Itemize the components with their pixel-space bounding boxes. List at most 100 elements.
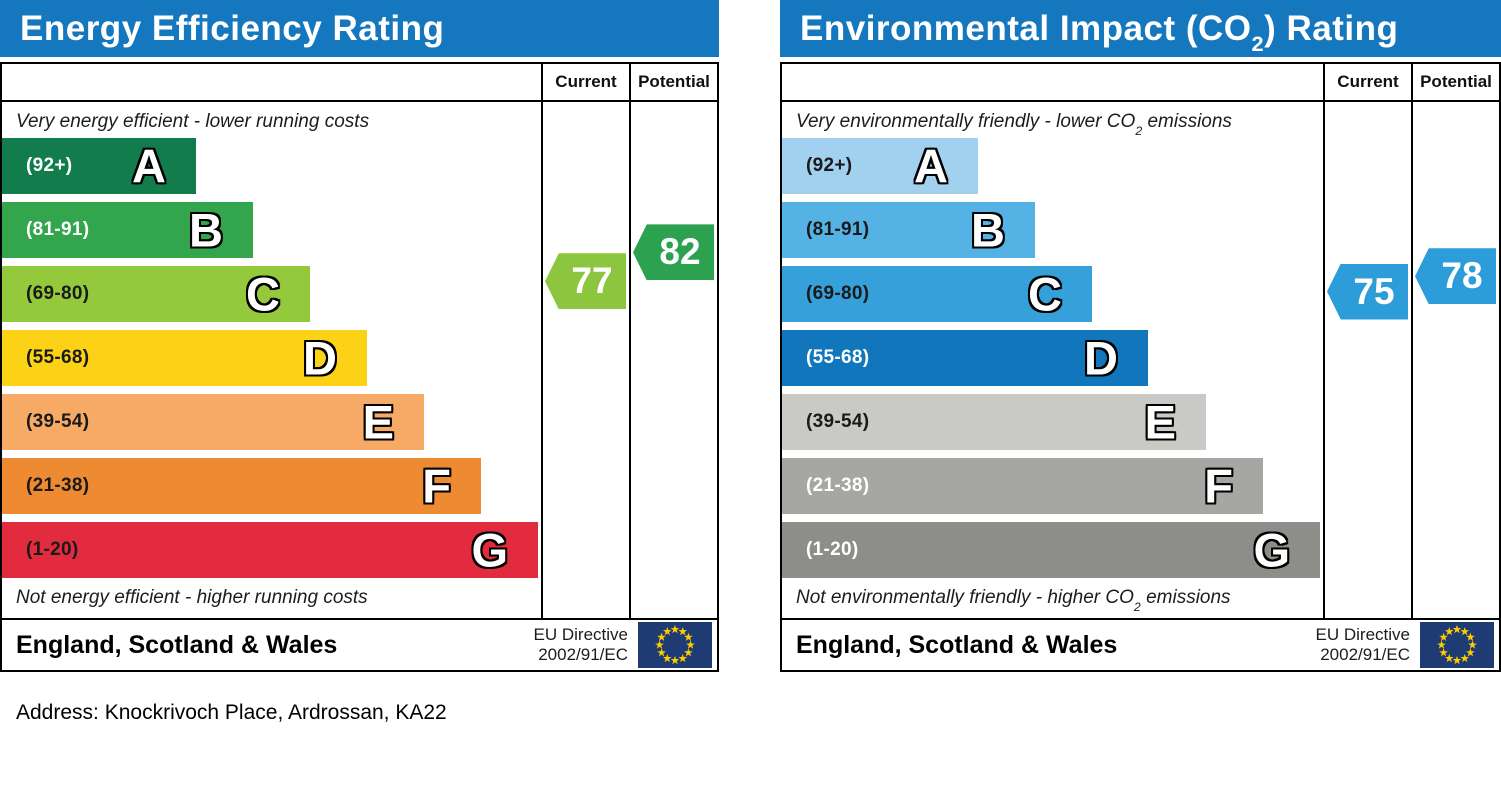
eu-flag-star [1468,640,1477,649]
current-column-header: Current [1323,64,1411,100]
band-range-label: (69-80) [26,283,90,304]
eu-flag-star [678,626,688,636]
eu-flag-star [684,632,693,641]
rating-band-F: (21-38) F [2,458,481,514]
chart-title: Environmental Impact (CO2) Rating [800,8,1399,55]
rating-band-D: (55-68) D [782,330,1148,386]
eu-flag-star [1439,632,1448,641]
eu-flag-star [1444,626,1454,636]
eu-directive-line1: EU Directive [533,624,628,644]
potential-column-divider [1411,102,1413,618]
band-range-label: (21-38) [806,475,870,496]
rating-scale-body: Very energy efficient - lower running co… [2,102,717,618]
caption-subscript: 2 [1133,599,1141,614]
rating-band-B: (81-91) B [2,202,253,258]
rating-band-E: (39-54) E [782,394,1206,450]
top-caption: Very environmentally friendly - lower CO… [796,111,1232,137]
rating-scale-body: Very environmentally friendly - lower CO… [782,102,1499,618]
eu-flag-star [684,648,693,657]
eu-flag-star [1437,640,1446,649]
band-letter: B [971,203,1005,257]
eu-flag-star [1444,653,1454,663]
eu-flag-icon [1420,622,1494,668]
title-text-end: ) Rating [1264,8,1399,48]
rating-band-C: (69-80) C [2,266,310,322]
eu-flag-star [662,653,672,663]
caption-text-end: emissions [1142,111,1232,132]
environmental-chart-title-bar: Environmental Impact (CO2) Rating [780,0,1501,57]
header-spacer [2,64,541,100]
band-letter: D [303,331,337,385]
current-rating-pointer: 77 [545,253,626,310]
chart-title: Energy Efficiency Rating [20,9,444,49]
region-label: England, Scotland & Wales [16,630,338,659]
band-letter: C [1028,267,1062,321]
band-letter: A [914,139,948,193]
title-text: Energy Efficiency Rating [20,8,445,48]
band-letter: B [189,203,223,257]
eu-flag-star [657,648,666,657]
band-letter: F [1204,459,1233,513]
potential-rating-pointer: 82 [633,224,714,281]
band-range-label: (39-54) [26,411,90,432]
region-label: England, Scotland & Wales [796,630,1118,659]
eu-flag-star [678,653,688,663]
caption-text-end: emissions [1140,587,1231,608]
potential-column-header: Potential [629,64,717,100]
table-header-row: Current Potential [2,64,717,102]
top-caption: Very energy efficient - lower running co… [16,111,369,133]
title-subscript: 2 [1251,31,1265,57]
band-letter: E [1144,395,1176,449]
band-range-label: (92+) [26,155,73,176]
eu-flag-star [1452,655,1462,665]
potential-rating-pointer: 78 [1415,248,1496,305]
bottom-caption: Not environmentally friendly - higher CO… [796,587,1231,613]
eu-flag-star [670,624,680,634]
eu-flag-icon [638,622,712,668]
rating-band-F: (21-38) F [782,458,1263,514]
band-range-label: (1-20) [26,539,79,560]
rating-band-B: (81-91) B [782,202,1035,258]
band-range-label: (92+) [806,155,853,176]
property-address: Address: Knockrivoch Place, Ardrossan, K… [16,701,447,724]
eu-flag-star [670,655,680,665]
table-footer-row: England, Scotland & Wales EU Directive 2… [2,618,717,670]
eu-flag-star [662,626,672,636]
band-range-label: (81-91) [806,219,870,240]
band-range-label: (39-54) [806,411,870,432]
eu-flag-star [1466,648,1475,657]
current-rating-pointer: 75 [1327,263,1408,320]
band-range-label: (1-20) [806,539,859,560]
rating-bands: (92+) A (81-91) B (69-80) C (55-68) D (39-54) E (2… [782,138,1320,586]
table-header-row: Current Potential [782,64,1499,102]
caption-subscript: 2 [1135,123,1143,138]
rating-band-G: (1-20) G [782,522,1320,578]
rating-band-E: (39-54) E [2,394,424,450]
eu-flag-star [1466,632,1475,641]
eu-directive-label: EU Directive 2002/91/EC [1316,625,1410,666]
band-range-label: (55-68) [26,347,90,368]
rating-band-D: (55-68) D [2,330,367,386]
eu-flag-star [655,640,664,649]
rating-table: Current Potential Very energy efficient … [0,62,719,672]
bottom-caption: Not energy efficient - higher running co… [16,587,368,609]
eu-directive-label: EU Directive 2002/91/EC [534,625,628,666]
band-letter: E [362,395,394,449]
eu-directive-line2: 2002/91/EC [538,645,628,664]
header-spacer [782,64,1323,100]
eu-directive-line1: EU Directive [1315,624,1410,644]
band-range-label: (69-80) [806,283,870,304]
potential-column-header: Potential [1411,64,1499,100]
eu-flag-star [686,640,695,649]
title-text: Environmental Impact (CO [800,8,1252,48]
eu-flag-star [1452,624,1462,634]
band-range-label: (55-68) [806,347,870,368]
caption-text: Very environmentally friendly - lower CO [796,111,1136,132]
table-footer-row: England, Scotland & Wales EU Directive 2… [782,618,1499,670]
rating-table: Current Potential Very environmentally f… [780,62,1501,672]
band-letter: G [1253,523,1290,577]
eu-flag-star [1460,626,1470,636]
eu-directive-line2: 2002/91/EC [1320,645,1410,664]
rating-band-A: (92+) A [2,138,196,194]
